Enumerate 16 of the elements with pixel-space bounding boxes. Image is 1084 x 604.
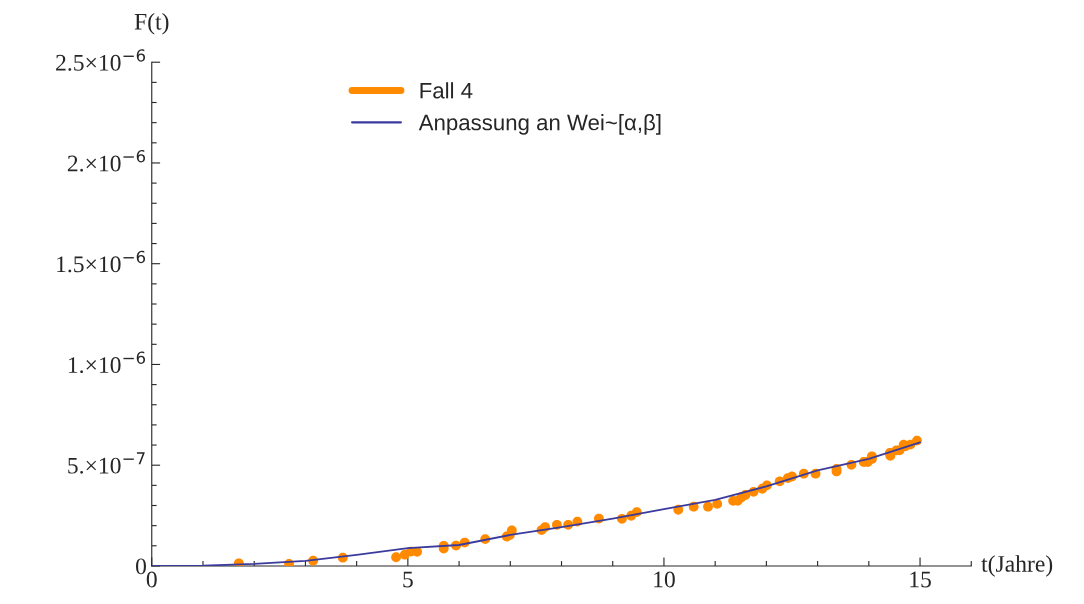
point (703, 501, 713, 512)
x-axis-title: t(Jahre) (981, 555, 1053, 577)
y-tick-label: 2.5×10$^{−6}$ (56, 49, 146, 71)
legend-label: Fall 4 (420, 82, 473, 99)
y-tick-label: 1.5×10$^{−6}$ (57, 250, 146, 273)
x-tick-label: 0 (146, 571, 157, 588)
y-tick-label: 2.×10$^{−6}$ (67, 149, 146, 172)
point (391, 552, 401, 563)
x-tick-label: 5 (403, 571, 413, 588)
y-tick-label: 5.×10$^{−7}$ (68, 452, 145, 474)
y-tick-label: 0 (135, 558, 146, 575)
y-axis-title: F(t) (134, 13, 169, 35)
x-tick-label: 15 (910, 571, 931, 588)
legend-label: Anpassung an Wei~[α,β] (418, 114, 661, 135)
y-tick-label: 1.×10$^{−6}$ (68, 351, 146, 374)
x-tick-label: 10 (654, 571, 675, 588)
